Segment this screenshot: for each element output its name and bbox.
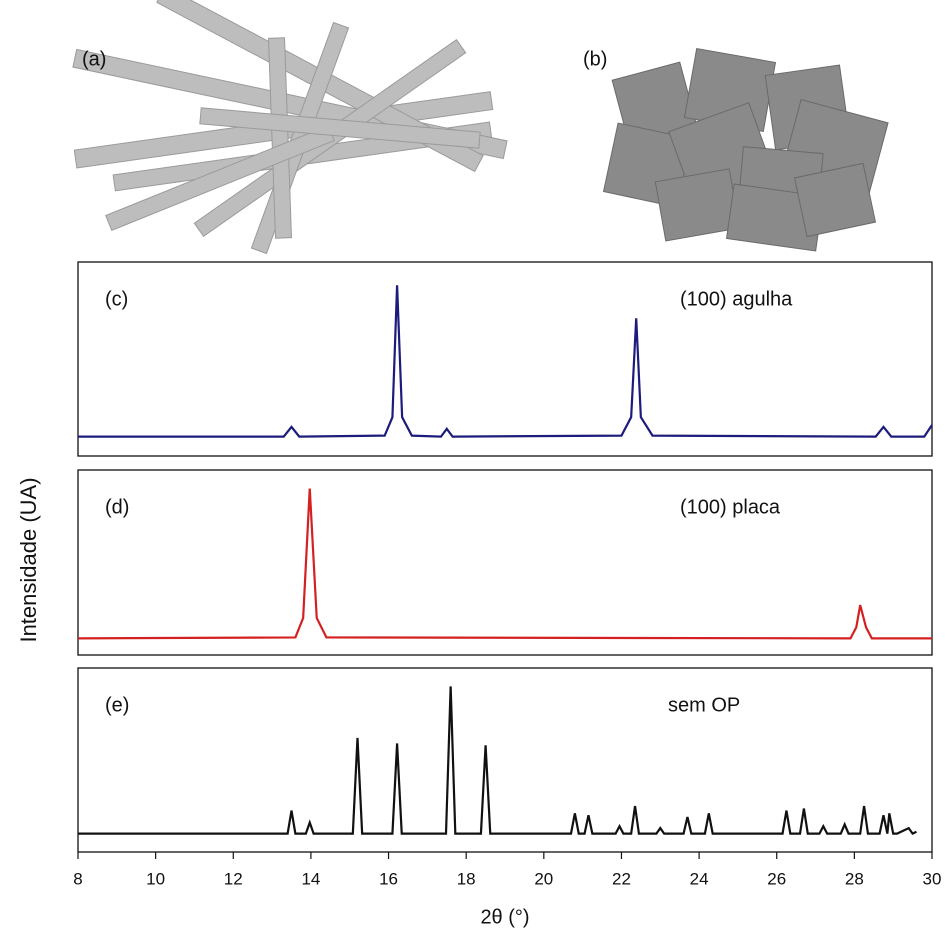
panel-label: (a) [82,48,106,70]
panel-label: (e) [105,694,129,716]
x-tick-label: 14 [301,869,320,888]
x-tick-label: 16 [379,869,398,888]
x-tick-label: 28 [845,869,864,888]
annotation: (100) agulha [680,288,793,310]
x-tick-label: 30 [923,869,942,888]
x-tick-label: 26 [767,869,786,888]
plot-frame [77,667,933,853]
plate-illustration [602,48,889,252]
annotation: (100) placa [680,496,781,518]
x-tick-label: 22 [612,869,631,888]
xrd-line [77,488,932,640]
plot-frame [77,469,933,656]
panel-label: (d) [105,496,129,518]
x-tick-label: 20 [534,869,553,888]
x-tick-label: 10 [146,869,165,888]
xrd-line [78,285,933,438]
x-axis-title: 2θ (°) [480,906,529,928]
x-tick-label: 8 [73,869,82,888]
plot-frame [77,261,933,457]
x-tick-label: 12 [224,869,243,888]
xrd-line [78,686,917,835]
annotation: sem OP [668,694,740,716]
panel-label: (c) [105,288,128,310]
y-axis-title: Intensidade (UA) [16,477,41,642]
panel-label: (b) [583,48,607,70]
x-tick-label: 24 [690,869,709,888]
x-tick-label: 18 [457,869,476,888]
needle-illustration [72,0,508,255]
